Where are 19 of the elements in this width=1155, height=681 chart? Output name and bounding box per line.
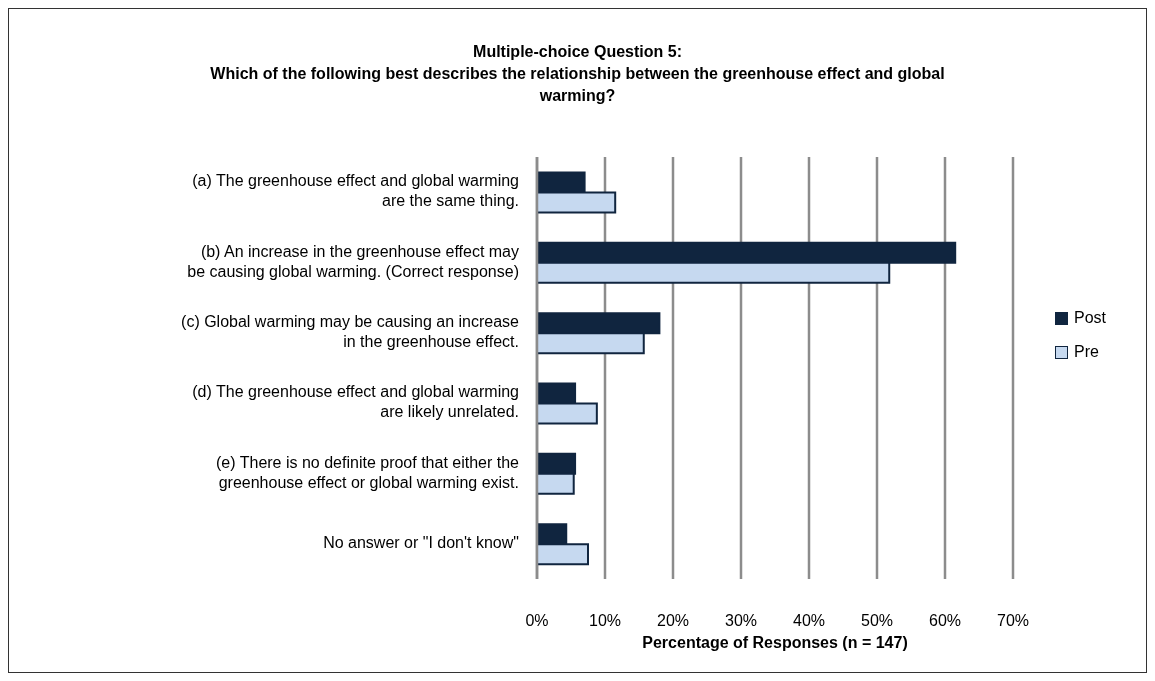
y-tick-label: (b) An increase in the greenhouse effect may be causing global warming. (Correct response) (187, 242, 519, 280)
chart-title: Multiple-choice Question 5: (472, 42, 683, 62)
x-tick-label: 0% (525, 612, 549, 630)
legend-label: Post (1073, 309, 1106, 327)
x-axis-title: Percentage of Responses (n = 147) (641, 634, 909, 652)
x-tick-label: 20% (656, 612, 690, 630)
legend-label: Pre (1073, 343, 1099, 361)
y-tick-label: (c) Global warming may be causing an increase in the greenhouse effect. (181, 313, 520, 351)
x-tick-label: 30% (724, 612, 758, 630)
y-tick-label: (e) There is no definite proof that either the greenhouse effect or global warming exist. (216, 453, 520, 491)
x-tick-label: 70% (996, 612, 1030, 630)
y-tick-label: (a) The greenhouse effect and global warming are the same thing. (192, 172, 519, 210)
y-tick-label: No answer or "I don't know" (323, 534, 519, 552)
x-tick-label: 50% (860, 612, 894, 630)
x-tick-label: 60% (928, 612, 962, 630)
x-tick-label: 40% (792, 612, 826, 630)
x-tick-label: 10% (588, 612, 622, 630)
chart-subtitle: Which of the following best describes the relationship between the greenhouse effect and global warming? (209, 64, 946, 106)
y-tick-label: (d) The greenhouse effect and global warming are likely unrelated. (192, 383, 519, 421)
